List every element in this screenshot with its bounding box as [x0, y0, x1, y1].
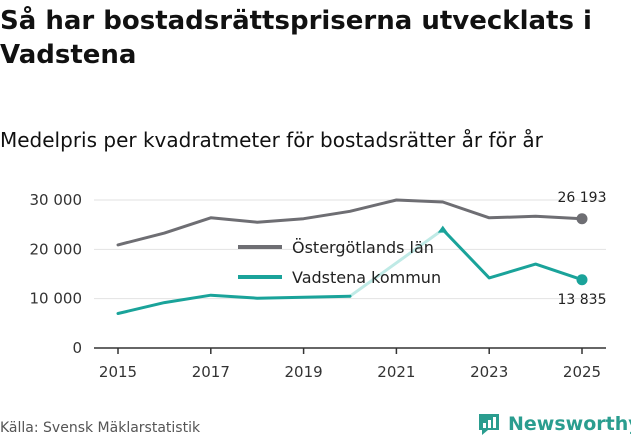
- x-tick-label: 2025: [563, 363, 601, 381]
- peak-marker: [437, 225, 448, 233]
- end-point-county: [576, 213, 588, 225]
- end-label-municipality: 13 835: [558, 292, 607, 308]
- series-line-municipality: [116, 228, 584, 315]
- end-point-municipality: [576, 274, 588, 286]
- y-tick-label: 10 000: [30, 290, 83, 308]
- series-line-county: [116, 198, 584, 247]
- grid-lines: [94, 199, 606, 300]
- brand-name: Newsworthy: [508, 413, 631, 435]
- y-tick-label: 0: [72, 339, 82, 357]
- legend: Östergötlands län Vadstena kommun: [238, 238, 441, 287]
- legend-label-county: Östergötlands län: [292, 238, 434, 257]
- y-tick-label: 30 000: [30, 191, 83, 209]
- source-note: Källa: Svensk Mäklarstatistik: [0, 420, 201, 436]
- chart-subtitle: Medelpris per kvadratmeter för bostadsrä…: [0, 128, 543, 152]
- brand-logo[interactable]: Newsworthy: [476, 411, 631, 437]
- x-axis: 2015 2017 2019 2021 2023 2025: [94, 347, 606, 381]
- end-labels: 26 193 13 835: [558, 190, 607, 308]
- x-tick-label: 2019: [285, 363, 323, 381]
- y-axis-tick-labels: 0 10 000 20 000 30 000: [30, 191, 83, 357]
- series-lines: [116, 198, 588, 315]
- legend-label-municipality: Vadstena kommun: [292, 268, 441, 287]
- chart-title: Så har bostadsrättspriserna utvecklats i…: [0, 6, 592, 70]
- x-tick-label: 2017: [192, 363, 230, 381]
- newsworthy-icon: [479, 414, 499, 435]
- end-label-county: 26 193: [558, 190, 607, 206]
- y-tick-label: 20 000: [30, 240, 83, 258]
- x-tick-label: 2023: [470, 363, 508, 381]
- x-tick-label: 2015: [99, 363, 137, 381]
- x-tick-label: 2021: [377, 363, 415, 381]
- series-gap-connector: [348, 228, 445, 298]
